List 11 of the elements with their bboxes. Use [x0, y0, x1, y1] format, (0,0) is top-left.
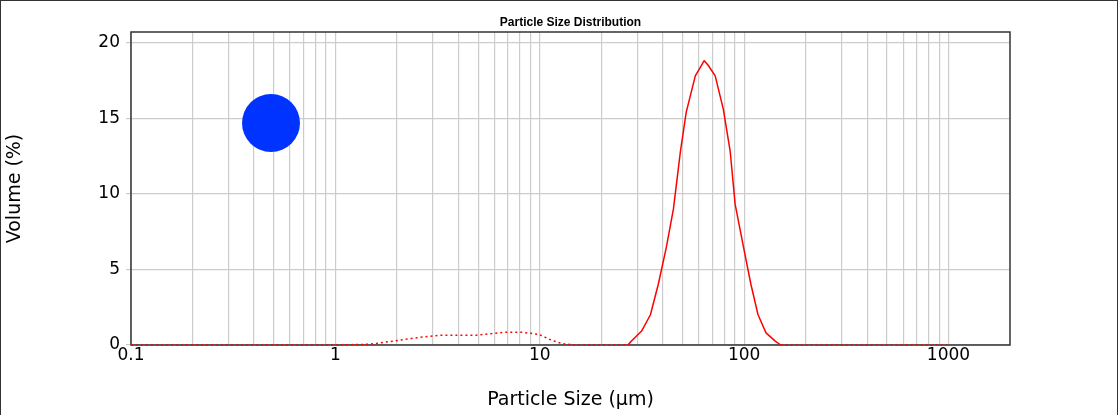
x-axis-title: Particle Size (μm) — [487, 386, 654, 409]
x-tick-label: 1000 — [926, 343, 971, 364]
chart-title: Particle Size Distribution — [499, 15, 642, 29]
y-tick-label: 5 — [109, 257, 120, 278]
y-tick-label: 15 — [98, 106, 120, 127]
x-tick-label: 100 — [727, 343, 761, 364]
x-tick-label: 1 — [329, 343, 341, 364]
y-tick-label: 10 — [98, 182, 120, 203]
x-tick-label: 10 — [528, 343, 551, 364]
y-axis-title: Volume (%) — [2, 133, 25, 244]
y-tick-label: 20 — [98, 31, 120, 52]
